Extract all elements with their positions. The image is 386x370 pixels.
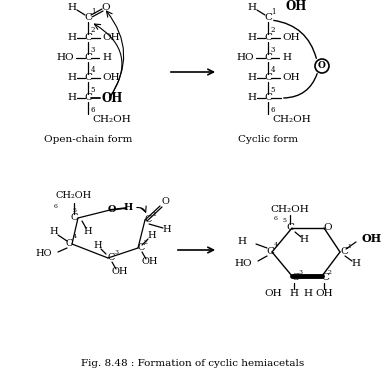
Text: O: O <box>108 205 116 215</box>
Text: HO: HO <box>236 54 254 63</box>
Text: C: C <box>264 94 272 102</box>
Text: 1: 1 <box>347 243 351 249</box>
Text: 3: 3 <box>271 46 275 54</box>
Text: C: C <box>144 215 152 225</box>
Text: H: H <box>94 242 102 250</box>
Text: OH: OH <box>102 34 120 43</box>
Text: C: C <box>264 34 272 43</box>
Text: C: C <box>107 253 115 262</box>
Text: OH: OH <box>102 74 120 83</box>
Text: OH: OH <box>315 289 333 297</box>
Text: H: H <box>68 3 76 11</box>
Text: OH: OH <box>102 91 124 104</box>
Text: 4: 4 <box>274 242 278 248</box>
Text: Cyclic form: Cyclic form <box>238 135 298 145</box>
Text: H: H <box>303 289 312 297</box>
Text: OH: OH <box>282 74 300 83</box>
Text: 2: 2 <box>91 26 95 34</box>
Text: C: C <box>340 248 348 256</box>
Text: 3: 3 <box>91 46 95 54</box>
Text: CH₂OH: CH₂OH <box>92 114 131 124</box>
Text: H: H <box>237 238 246 246</box>
Text: 1: 1 <box>152 212 156 216</box>
Text: C: C <box>70 213 78 222</box>
Text: HO: HO <box>36 249 52 259</box>
Text: H: H <box>352 259 361 269</box>
Text: H: H <box>68 34 76 43</box>
Text: Open-chain form: Open-chain form <box>44 135 132 145</box>
Text: O: O <box>102 3 110 11</box>
Text: OH: OH <box>362 232 382 243</box>
Text: H: H <box>282 54 291 63</box>
Text: 3: 3 <box>298 269 302 275</box>
Text: O: O <box>318 61 326 71</box>
Text: O: O <box>324 223 332 232</box>
Text: 6: 6 <box>91 106 95 114</box>
Text: H: H <box>50 228 58 236</box>
Text: C: C <box>84 74 92 83</box>
Text: O: O <box>161 198 169 206</box>
Text: C: C <box>264 13 272 23</box>
Text: Fig. 8.48 : Formation of cyclic hemiacetals: Fig. 8.48 : Formation of cyclic hemiacet… <box>81 359 305 367</box>
Text: OH: OH <box>112 268 128 276</box>
Text: 5: 5 <box>72 208 76 212</box>
Text: 5: 5 <box>271 86 275 94</box>
Text: C: C <box>137 243 145 252</box>
Text: C: C <box>286 223 294 232</box>
Text: 5: 5 <box>91 86 95 94</box>
Text: C: C <box>84 13 92 23</box>
Text: H: H <box>148 232 156 240</box>
Text: OH: OH <box>286 0 307 13</box>
Text: C: C <box>291 273 299 283</box>
Text: H: H <box>247 94 257 102</box>
Text: C: C <box>65 239 73 249</box>
Text: 3: 3 <box>114 250 118 256</box>
Text: OH: OH <box>264 289 282 297</box>
Text: 4: 4 <box>91 66 95 74</box>
Text: H: H <box>68 74 76 83</box>
Text: 2: 2 <box>271 26 275 34</box>
Text: H: H <box>163 225 171 235</box>
Text: H: H <box>247 3 257 11</box>
Text: 2: 2 <box>144 240 148 246</box>
Text: 2: 2 <box>328 269 332 275</box>
Text: H: H <box>247 74 257 83</box>
Text: 4: 4 <box>73 235 77 239</box>
Text: H: H <box>124 204 133 212</box>
Text: H: H <box>247 34 257 43</box>
Text: C: C <box>321 273 329 283</box>
Text: H: H <box>84 228 92 236</box>
Text: C: C <box>266 248 274 256</box>
Text: 5: 5 <box>282 218 286 222</box>
Text: CH₂OH: CH₂OH <box>272 114 311 124</box>
Text: 6: 6 <box>54 204 58 209</box>
Text: H: H <box>290 289 298 297</box>
Text: C: C <box>264 54 272 63</box>
Text: H: H <box>300 235 308 245</box>
Text: OH: OH <box>282 34 300 43</box>
Text: CH₂OH: CH₂OH <box>56 192 92 201</box>
Text: OH: OH <box>142 258 158 266</box>
Text: C: C <box>264 74 272 83</box>
Text: H: H <box>68 94 76 102</box>
Text: HO: HO <box>234 259 252 269</box>
Text: 4: 4 <box>271 66 275 74</box>
Text: 1: 1 <box>271 8 275 16</box>
Text: C: C <box>84 54 92 63</box>
Text: CH₂OH: CH₂OH <box>271 205 309 215</box>
Text: C: C <box>84 94 92 102</box>
Text: HO: HO <box>56 54 74 63</box>
Text: C: C <box>84 34 92 43</box>
Text: 6: 6 <box>271 106 275 114</box>
Text: H: H <box>102 54 111 63</box>
Text: 6: 6 <box>274 216 278 222</box>
Text: 1: 1 <box>91 8 95 16</box>
